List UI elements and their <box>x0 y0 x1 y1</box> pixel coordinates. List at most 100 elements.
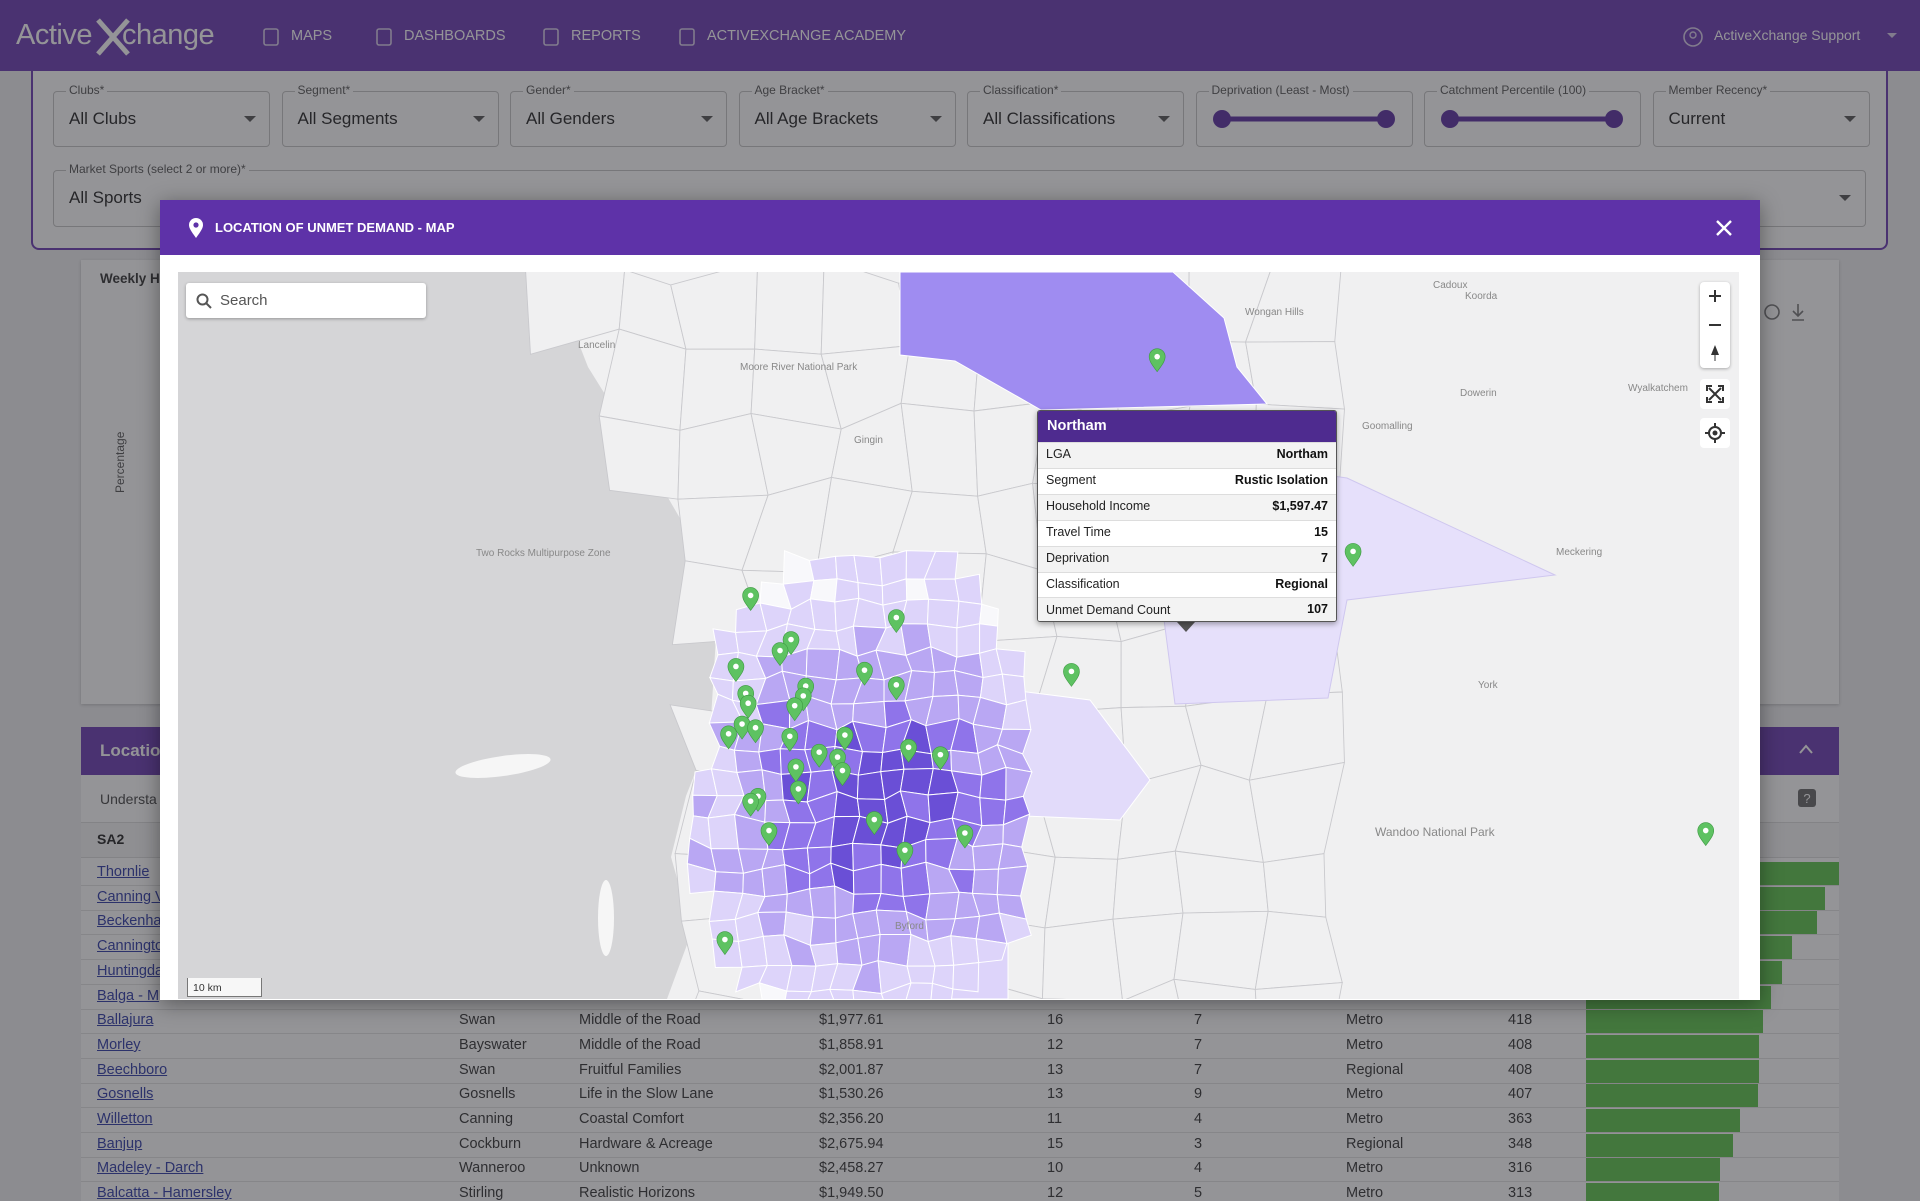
island <box>598 880 614 956</box>
map-region <box>1041 918 1123 999</box>
map-region <box>950 935 980 966</box>
map-pin <box>888 609 905 633</box>
tooltip-key: LGA <box>1046 447 1072 462</box>
map-region <box>972 843 1004 871</box>
map-region <box>880 982 912 999</box>
map-pin-dot <box>842 732 848 738</box>
place-label: Wyalkatchem <box>1628 383 1688 394</box>
modal-title: LOCATION OF UNMET DEMAND - MAP <box>215 219 455 235</box>
tooltip-key: Travel Time <box>1046 524 1111 539</box>
map-region <box>875 892 907 913</box>
map-pin <box>836 726 854 751</box>
map-region <box>742 868 766 898</box>
map-pin-dot <box>1350 548 1356 555</box>
map-region <box>856 771 886 801</box>
locate-button[interactable] <box>1700 418 1730 448</box>
map-pin <box>739 694 757 719</box>
search-placeholder: Search <box>220 291 268 309</box>
tooltip-key: Unmet Demand Count <box>1046 602 1171 617</box>
map-pin-dot <box>725 731 732 737</box>
map-pin-dot <box>937 751 944 758</box>
zoom-in[interactable] <box>1700 282 1730 310</box>
map-pin-dot <box>834 754 841 760</box>
tooltip-header <box>1038 411 1336 442</box>
tooltip-value: 15 <box>1314 524 1328 539</box>
region-shade <box>899 272 1269 411</box>
compass[interactable] <box>1700 339 1730 367</box>
place-label: Meckering <box>1556 547 1602 558</box>
map-region <box>809 916 837 946</box>
map-region <box>670 272 758 350</box>
map-region <box>1112 850 1184 920</box>
map-region <box>998 912 1032 945</box>
map-region <box>1044 856 1119 929</box>
tooltip-key: Segment <box>1046 473 1097 488</box>
map-pin <box>856 661 873 686</box>
map-pin <box>810 743 828 768</box>
ocean <box>178 272 716 999</box>
tooltip-row <box>1038 597 1336 621</box>
map-pin-dot <box>1154 353 1160 360</box>
map-pin-dot <box>791 702 798 709</box>
map-pin <box>786 697 804 722</box>
map-pin-dot <box>902 847 908 853</box>
tooltip-key: Classification <box>1046 576 1120 591</box>
map-pin-dot <box>787 733 793 740</box>
map-pin <box>932 746 949 771</box>
tooltip-value: 7 <box>1321 550 1328 565</box>
tooltip-row <box>1038 545 1336 572</box>
place-label: Cadoux <box>1433 280 1467 291</box>
map-region <box>923 578 960 602</box>
map-pin <box>771 642 789 667</box>
map-pin <box>781 728 799 752</box>
map-pin-dot <box>816 749 822 755</box>
map-pin-dot <box>739 721 745 727</box>
island <box>455 754 551 778</box>
map-pin <box>888 676 905 701</box>
place-label: Koorda <box>1465 291 1498 302</box>
map-pin <box>1148 348 1166 373</box>
tooltip-value: Rustic Isolation <box>1234 472 1328 487</box>
map: Wandoo National Park York Meckering Moore R… <box>178 272 1739 999</box>
tooltip-row <box>1038 519 1336 546</box>
map-pin-dot <box>747 798 754 804</box>
map-pin-dot <box>962 830 968 836</box>
place-label: Dowerin <box>1460 388 1497 399</box>
map-pin-dot <box>795 786 802 792</box>
map-pin-dot <box>1702 827 1709 834</box>
search-box[interactable] <box>186 283 426 318</box>
map-region <box>899 768 934 796</box>
scale-bar <box>187 978 262 997</box>
place-label: Moore River National Park <box>740 362 858 373</box>
map-pin-dot <box>800 693 807 699</box>
map-pin <box>956 824 974 849</box>
map-pin <box>787 758 805 783</box>
tooltip-key: Household Income <box>1046 498 1151 513</box>
place-label: Gingin <box>854 435 883 446</box>
map-region <box>1125 978 1179 999</box>
map-region <box>880 863 904 898</box>
close-button[interactable] <box>1714 218 1734 238</box>
tooltip-value: Regional <box>1275 576 1328 591</box>
tooltip-pointer <box>1177 622 1195 632</box>
map-pin-dot <box>777 647 783 654</box>
zoom-out[interactable] <box>1700 311 1730 339</box>
map-region <box>808 555 838 582</box>
tooltip-value: $1,597.47 <box>1272 498 1328 513</box>
map-pin <box>742 587 759 611</box>
map-pin <box>1697 822 1715 847</box>
map-pin <box>760 822 778 847</box>
tooltip-value: 107 <box>1307 602 1328 617</box>
map-region <box>1173 910 1269 990</box>
map-pin <box>834 762 851 787</box>
map-region <box>975 938 1008 964</box>
place-label: Wandoo National Park <box>1375 825 1496 839</box>
map-pin-dot <box>793 764 799 770</box>
map-pin <box>1344 543 1362 567</box>
map-region <box>695 990 744 999</box>
map-region <box>754 272 825 355</box>
fullscreen-button[interactable] <box>1700 379 1730 409</box>
map-region <box>932 669 959 698</box>
map-region <box>757 911 787 937</box>
